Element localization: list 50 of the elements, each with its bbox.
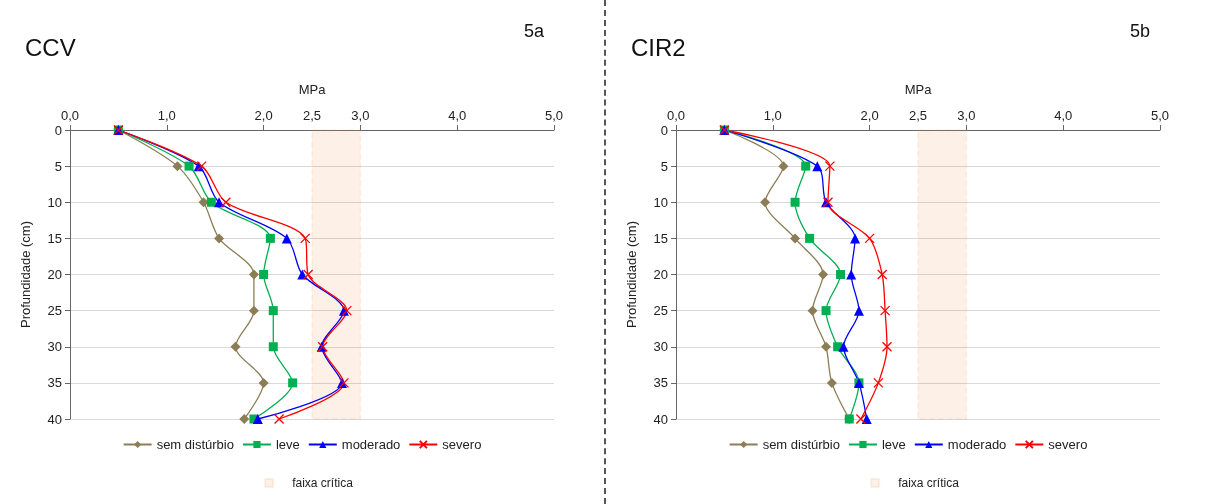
legend-label: moderado — [341, 437, 401, 452]
y-tick-label: 35 — [47, 375, 62, 391]
chart-title: CIR2 — [631, 33, 686, 61]
x-tick-label: 2,5 — [908, 108, 928, 123]
x-tick-label: 2,0 — [860, 108, 879, 123]
y-tick-label: 0 — [54, 122, 62, 138]
x-tick-label: 2,5 — [302, 108, 322, 123]
x-tick-label: 5,0 — [544, 108, 564, 123]
y-tick-label: 30 — [653, 339, 668, 355]
y-tick-label: 25 — [653, 303, 668, 319]
y-tick-label: 15 — [653, 230, 668, 246]
legend-label: leve — [881, 437, 906, 452]
text: 5a — [523, 21, 545, 41]
legend-label: sem distúrbio — [762, 437, 840, 452]
y-axis-title: Profundidade (cm) — [624, 221, 639, 328]
y-tick-label: 35 — [653, 375, 668, 391]
legend-label: leve — [275, 437, 300, 452]
legend-label: faixa crítica — [898, 476, 960, 490]
y-tick-label: 5 — [660, 158, 668, 174]
x-tick-label: 0,0 — [60, 108, 80, 123]
chart-title: CCV — [25, 33, 76, 61]
legend-label: severo — [1048, 437, 1088, 452]
y-tick-label: 0 — [660, 122, 668, 138]
text: 5b — [1129, 21, 1151, 41]
y-tick-label: 40 — [47, 411, 62, 427]
x-tick-label: 1,0 — [763, 108, 782, 123]
y-tick-label: 10 — [47, 194, 62, 210]
x-tick-label: 4,0 — [1054, 108, 1073, 123]
x-tick-label: 5,0 — [1150, 108, 1170, 123]
legend-label: severo — [442, 437, 482, 452]
x-tick-label: 0,0 — [666, 108, 686, 123]
y-axis-title: Profundidade (cm) — [18, 221, 33, 328]
x-axis-title: MPa — [298, 82, 327, 97]
x-tick-label: 1,0 — [157, 108, 176, 123]
y-tick-label: 20 — [47, 267, 62, 282]
x-tick-label: 2,0 — [254, 108, 273, 123]
x-tick-label: 4,0 — [448, 108, 467, 123]
y-tick-label: 10 — [653, 194, 668, 210]
y-tick-label: 30 — [47, 339, 62, 355]
legend-label: faixa crítica — [292, 476, 354, 490]
y-tick-label: 40 — [653, 411, 668, 427]
y-tick-label: 5 — [54, 158, 62, 174]
x-tick-label: 3,0 — [957, 108, 976, 123]
legend-label: moderado — [947, 437, 1007, 452]
legend-label: sem distúrbio — [156, 437, 234, 452]
y-tick-label: 20 — [653, 267, 668, 282]
y-tick-label: 15 — [47, 230, 62, 246]
x-tick-label: 3,0 — [351, 108, 370, 123]
y-tick-label: 25 — [47, 303, 62, 319]
x-axis-title: MPa — [904, 82, 933, 97]
